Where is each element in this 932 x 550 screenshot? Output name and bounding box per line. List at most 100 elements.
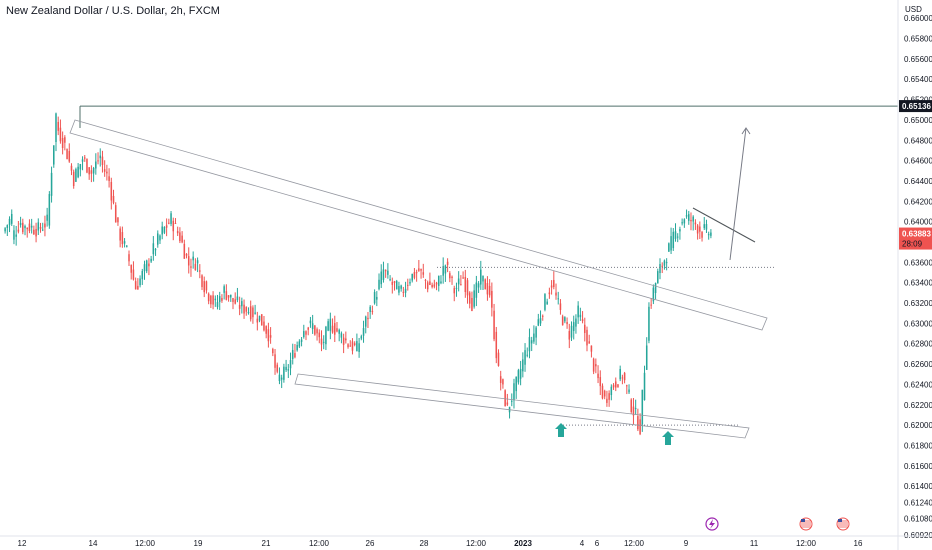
candle-body [17,229,20,232]
candle-body [705,224,708,230]
candle-body [699,226,701,232]
y-tick-label: 0.65600 [904,55,932,64]
candle-body [435,282,438,285]
candle-body [39,227,42,229]
candle-body [533,333,535,342]
candle-body [128,254,130,262]
candle-body [92,168,95,174]
y-tick-label: 0.62400 [904,380,932,389]
candle-body [513,383,515,401]
y-tick-label: 0.64400 [904,177,932,186]
candle-body [652,287,655,302]
drawings-layer [69,105,898,439]
candle-body [690,219,692,222]
current-price-label: 0.63883 [902,230,931,239]
candle-body [148,263,150,267]
candle-body [517,370,520,383]
candle-body [530,340,533,344]
candle-body [329,318,332,331]
x-tick-label: 12:00 [796,539,817,548]
candle-body [398,286,400,293]
candle-body [619,368,621,380]
candle-body [692,216,694,222]
candle-body [608,393,610,400]
y-tick-label: 0.65400 [904,75,932,84]
candle-body [123,241,126,244]
candle-body [298,341,301,347]
candle-body [584,324,586,334]
y-tick-label: 0.62800 [904,340,932,349]
x-tick-label: 6 [595,539,600,548]
candle-body [601,385,604,399]
candle-body [637,416,639,430]
price-axis[interactable]: USD0.660000.658000.656000.654000.652000.… [897,0,932,550]
candle-body [356,341,358,351]
candle-body [550,285,553,288]
candle-body [4,228,6,232]
candle-body [473,290,475,307]
x-tick-label: 12 [18,539,27,548]
candle-body [342,337,345,345]
x-tick-label: 9 [684,539,689,548]
candle-body [205,281,208,291]
candle-body [659,264,661,274]
x-tick-label: 28 [420,539,429,548]
candle-body [28,223,31,231]
candle-body [353,343,356,345]
candle-body [108,176,110,181]
candle-body [440,281,442,284]
candle-body [541,315,544,317]
candle-body [59,127,62,142]
candle-body [603,390,606,397]
projection-arrow-line [729,127,747,261]
candle-body [50,172,53,196]
currency-label: USD [905,5,922,14]
candle-body [433,284,436,287]
candle-body [190,266,192,268]
candle-body [422,272,425,275]
candle-body [114,205,117,223]
pennant-line [692,207,756,243]
chart-title: New Zealand Dollar / U.S. Dollar, 2h, FX… [6,5,220,17]
candle-body [241,301,243,307]
candle-body [581,319,584,322]
candle-body [223,286,225,293]
time-axis[interactable]: 12 14 12:00 19 21 12:00 26 28 12:00 2023 4 6 12:00 9 1… [0,535,932,548]
x-tick-label: 26 [366,539,375,548]
candle-body [626,385,628,387]
candle-body [57,121,59,131]
x-tick-label: 19 [194,539,203,548]
candle-body [395,281,398,290]
candle-body [606,398,608,403]
candle-body [674,231,677,239]
candle-body [564,317,566,322]
candle-body [364,316,367,327]
candle-body [103,169,106,172]
candle-body [194,263,197,271]
candle-body [196,260,199,264]
candle-body [522,359,524,372]
candle-body [225,291,228,300]
countdown-label: 28:09 [902,240,923,249]
lightning-glyph [709,519,715,529]
candle-body [437,275,440,286]
candle-body [634,408,637,410]
candle-body [267,329,270,342]
candle-body [134,281,137,290]
y-tick-label: 0.65800 [904,35,932,44]
candle-body [491,290,493,308]
x-tick-label: 16 [854,539,863,548]
current-price-tag [899,227,932,250]
candle-body [101,156,104,165]
candle-body [369,306,371,313]
candle-body [373,292,376,304]
x-tick-label: 4 [580,539,585,548]
candle-body [79,164,82,170]
candle-body [384,270,387,272]
candle-body [535,327,537,338]
candle-body [276,364,279,372]
candle-body [201,275,203,288]
y-tick-label: 0.63400 [904,279,932,288]
candle-body [289,360,292,369]
